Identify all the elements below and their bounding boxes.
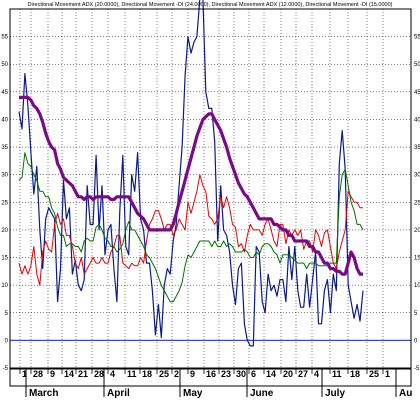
y-tick-label-left: 50 (1, 62, 8, 68)
y-tick-label-left: 20 (1, 228, 8, 234)
y-tick-label-right: 10 (414, 283, 420, 289)
x-tick-label: 14 (64, 369, 74, 379)
month-label: Au (399, 388, 412, 399)
y-tick-label-left: 55 (1, 35, 8, 41)
chart-title: Directional Movement ADX (20.0000), Dire… (28, 2, 393, 8)
x-tick-label: 28 (33, 369, 43, 379)
month-label: May (183, 388, 203, 399)
series-group (18, 0, 364, 347)
x-tick-label: 21 (78, 369, 88, 379)
y-tick-label-left: 0 (5, 338, 9, 344)
x-tick-label: 27 (298, 369, 308, 379)
y-tick-label-left: 5 (5, 311, 9, 317)
y-tick-label-left: 35 (1, 145, 8, 151)
x-tick-label: 18 (350, 369, 360, 379)
y-tick-label-left: 30 (1, 173, 8, 179)
y-tick-label-right: 30 (414, 173, 420, 179)
x-axis: 1 28 9 14 21 28 4 11 18 25 2 9 16 23 30 6 14 20 27 4 11 18 25 1 (19, 369, 390, 379)
y-tick-label-left: 40 (1, 117, 8, 123)
series-line-4 (19, 95, 363, 276)
y-tick-label-left: -5 (3, 366, 9, 372)
y-tick-label-left: 15 (1, 256, 8, 262)
series-line-2 (18, 174, 363, 286)
y-tick-label-right: 40 (414, 117, 420, 123)
y-tick-label-left: 25 (1, 200, 8, 206)
y-tick-label-right: 45 (414, 90, 420, 96)
month-label: June (250, 388, 274, 399)
series-line-3 (18, 152, 364, 303)
y-tick-label-right: -5 (414, 366, 420, 372)
month-labels: March April May June July Au (25, 369, 412, 399)
month-label: July (325, 388, 345, 399)
x-tick-label: 25 (159, 369, 169, 379)
x-tick-label: 20 (283, 369, 293, 379)
month-label: April (107, 388, 130, 399)
x-tick-label: 1 (385, 369, 390, 379)
plot-frame (9, 8, 412, 369)
grid-lines (10, 9, 411, 369)
x-axis-band (9, 368, 412, 387)
series-line-1 (18, 0, 364, 347)
x-tick-label: 11 (332, 369, 342, 379)
x-tick-label: 4 (314, 369, 319, 379)
x-tick-label: 11 (127, 369, 137, 379)
x-tick-label: 25 (369, 369, 379, 379)
x-tick-label: 14 (266, 369, 276, 379)
x-tick-label: 30 (236, 369, 246, 379)
y-tick-label-right: 50 (414, 62, 420, 68)
x-tick-label: 18 (142, 369, 152, 379)
x-tick-label: 16 (206, 369, 216, 379)
y-tick-label-left: 10 (1, 283, 8, 289)
y-tick-label-right: 35 (414, 145, 420, 151)
y-tick-label-right: 15 (414, 256, 420, 262)
x-tick-label: 2 (174, 369, 179, 379)
x-tick-label: 1 (22, 369, 27, 379)
y-tick-label-right: 20 (414, 228, 420, 234)
x-tick-label: 6 (251, 369, 256, 379)
x-tick-label: 23 (221, 369, 231, 379)
y-tick-label-right: 25 (414, 200, 420, 206)
y-tick-label-right: 55 (414, 35, 420, 41)
y-tick-label-left: 45 (1, 90, 8, 96)
x-tick-label: 4 (110, 369, 115, 379)
month-label: March (29, 388, 58, 399)
y-tick-label-right: 0 (414, 338, 418, 344)
y-tick-label-right: 5 (414, 311, 418, 317)
x-tick-label: 9 (50, 369, 55, 379)
x-tick-label: 28 (94, 369, 104, 379)
x-tick-label: 9 (190, 369, 195, 379)
